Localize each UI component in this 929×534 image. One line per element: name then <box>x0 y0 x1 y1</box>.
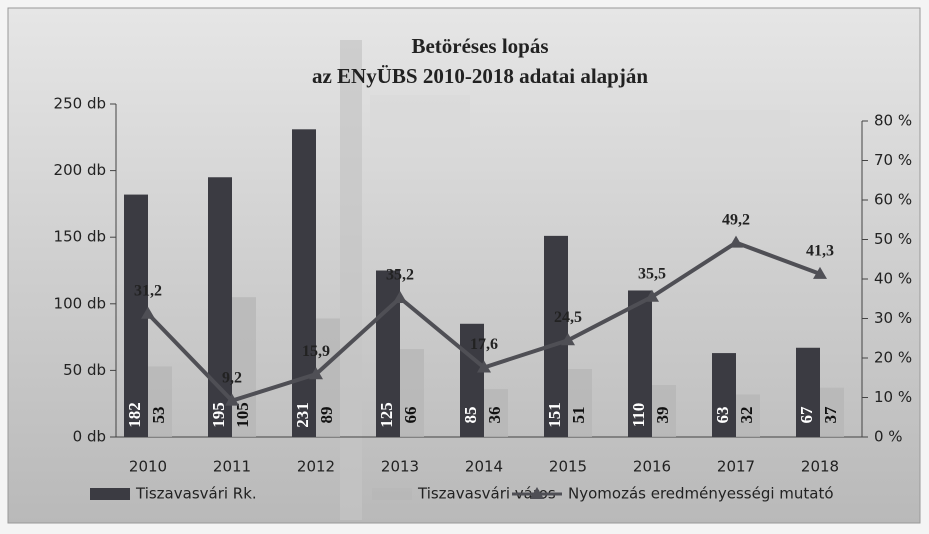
bar-value-label: 66 <box>401 407 420 424</box>
bar-value-label: 182 <box>125 402 144 428</box>
building-window <box>370 95 470 155</box>
line-value-label: 15,9 <box>302 343 330 360</box>
line-marker <box>225 393 239 406</box>
y-tick-label: 0 db <box>73 428 106 446</box>
y-tick-label: 250 db <box>54 95 106 113</box>
legend-swatch <box>90 488 130 500</box>
line-marker <box>645 289 659 302</box>
x-tick-label: 2011 <box>213 458 251 476</box>
line-marker <box>729 235 743 248</box>
bar <box>568 369 592 437</box>
line-value-label: 31,2 <box>134 282 162 299</box>
x-tick-label: 2018 <box>801 458 839 476</box>
x-tick-label: 2013 <box>381 458 419 476</box>
line-marker <box>309 367 323 380</box>
y2-tick-label: 0 % <box>874 428 903 446</box>
bar-value-label: 89 <box>317 407 336 424</box>
bar-value-label: 151 <box>545 402 564 428</box>
x-tick-label: 2010 <box>129 458 167 476</box>
legend-marker <box>530 487 544 499</box>
x-tick-label: 2015 <box>549 458 587 476</box>
bar <box>400 349 424 437</box>
y2-tick-label: 40 % <box>874 270 912 288</box>
bar-value-label: 36 <box>485 407 504 424</box>
building-window <box>680 110 790 160</box>
y2-tick-label: 20 % <box>874 349 912 367</box>
y2-tick-label: 10 % <box>874 388 912 406</box>
line-marker <box>477 360 491 373</box>
bar-value-label: 53 <box>149 407 168 424</box>
y-tick-label: 200 db <box>54 161 106 179</box>
bar-value-label: 32 <box>737 407 756 424</box>
bar-value-label: 85 <box>461 407 480 424</box>
bar-value-label: 125 <box>377 402 396 428</box>
bar <box>796 347 820 437</box>
line-value-label: 49,2 <box>722 211 750 228</box>
line-marker <box>561 333 575 346</box>
chart-title: Betöréses lopás <box>411 34 548 58</box>
bar <box>712 353 736 437</box>
x-tick-label: 2017 <box>717 458 755 476</box>
y2-tick-label: 70 % <box>874 151 912 169</box>
line-marker <box>141 306 155 319</box>
bar <box>148 366 172 437</box>
y2-tick-label: 60 % <box>874 191 912 209</box>
line-marker <box>393 290 407 303</box>
bar <box>232 297 256 437</box>
bar-value-label: 63 <box>713 407 732 424</box>
bar-value-label: 195 <box>209 402 228 428</box>
legend-label: Tiszavasvári város <box>417 485 556 503</box>
y-tick-label: 150 db <box>54 228 106 246</box>
line-value-label: 35,5 <box>638 265 666 282</box>
line-value-label: 41,3 <box>806 243 834 260</box>
pole <box>340 40 362 520</box>
legend-label: Tiszavasvári Rk. <box>135 485 257 503</box>
y-tick-label: 50 db <box>63 361 106 379</box>
y2-tick-label: 50 % <box>874 230 912 248</box>
line-marker <box>813 266 827 279</box>
x-tick-label: 2014 <box>465 458 503 476</box>
bar-value-label: 110 <box>629 403 648 428</box>
bar-value-label: 105 <box>233 402 252 428</box>
chart-subtitle: az ENyÜBS 2010-2018 adatai alapján <box>312 64 648 88</box>
bar-value-label: 37 <box>821 406 840 424</box>
bar <box>484 389 508 437</box>
line-value-label: 24,5 <box>554 309 582 326</box>
bar <box>292 129 316 438</box>
line-value-label: 9,2 <box>222 369 242 386</box>
legend-label: Nyomozás eredményességi mutató <box>568 485 834 503</box>
bar <box>736 394 760 437</box>
bar-value-label: 51 <box>569 407 588 424</box>
line-value-label: 35,2 <box>386 267 414 284</box>
line-value-label: 17,6 <box>470 336 498 353</box>
y2-tick-label: 80 % <box>874 112 912 130</box>
bar <box>460 323 484 437</box>
x-tick-label: 2016 <box>633 458 671 476</box>
bar <box>652 385 676 437</box>
bar-value-label: 231 <box>293 402 312 428</box>
legend-swatch <box>372 488 412 500</box>
bar <box>820 387 844 437</box>
bar <box>628 290 652 437</box>
x-tick-label: 2012 <box>297 458 335 476</box>
y-tick-label: 100 db <box>54 294 106 312</box>
bar-value-label: 67 <box>797 406 816 424</box>
bar <box>544 235 568 437</box>
bar-value-label: 39 <box>653 407 672 424</box>
y2-tick-label: 30 % <box>874 309 912 327</box>
